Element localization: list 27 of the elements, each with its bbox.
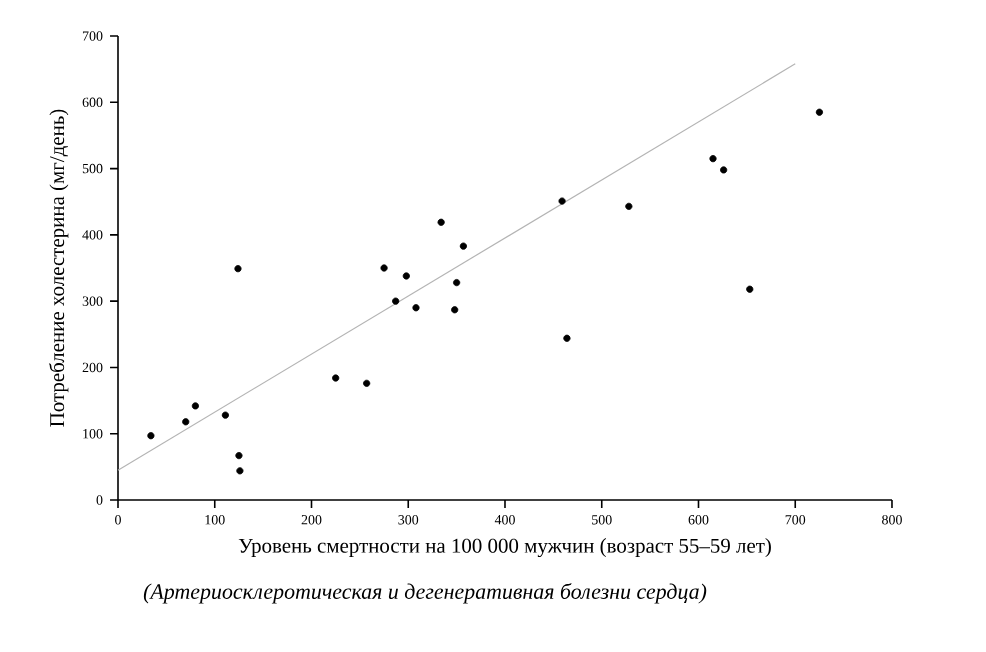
point: [363, 379, 371, 387]
point: [746, 285, 754, 293]
point: [720, 166, 728, 174]
point: [235, 452, 243, 460]
point: [625, 202, 633, 210]
point: [147, 432, 155, 440]
point: [332, 374, 340, 382]
y-axis-title: Потребление холестерина (мг/день): [48, 109, 69, 427]
point: [221, 411, 229, 419]
point: [412, 304, 420, 312]
point: [563, 334, 571, 342]
point: [234, 265, 242, 273]
point: [182, 418, 190, 426]
point: [815, 108, 824, 116]
point: [392, 297, 400, 305]
point: [191, 402, 199, 410]
text: (Артериосклеротическая и дегенеративная болезни сердца): [143, 583, 707, 604]
x-axis-title: Уровень смертности на 100 000 мужчин (возраст 55–59 лет): [238, 538, 771, 558]
point: [437, 218, 445, 226]
point: [558, 197, 566, 205]
point: [402, 272, 410, 280]
point: [709, 155, 717, 163]
point: [453, 279, 461, 287]
point: [451, 306, 459, 314]
point: [459, 242, 467, 250]
point: [236, 467, 244, 475]
point: [380, 264, 388, 272]
